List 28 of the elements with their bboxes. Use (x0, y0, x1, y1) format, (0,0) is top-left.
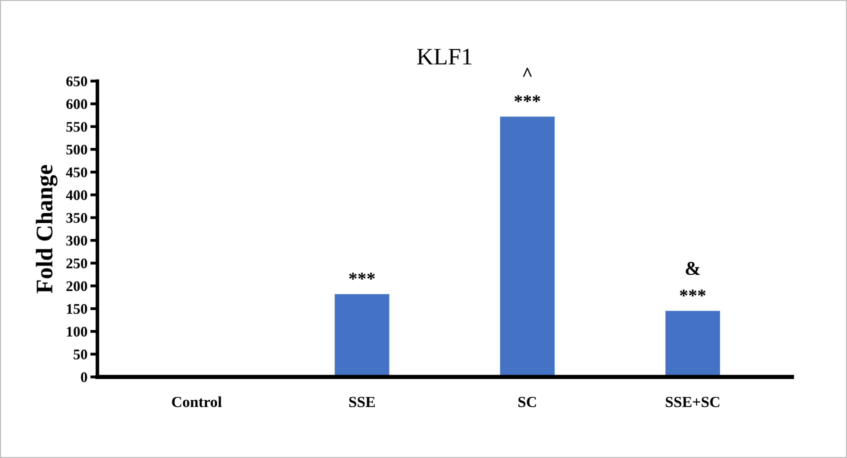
bar (665, 310, 720, 377)
y-tick-label: 400 (66, 190, 88, 200)
annotation: *** (680, 290, 706, 296)
y-tick-label: 250 (66, 258, 88, 268)
chart-title: KLF1 (417, 48, 472, 64)
annotation: *** (349, 272, 375, 280)
bar (334, 294, 390, 377)
annotation: *** (514, 95, 540, 102)
annotation: ^ (522, 68, 532, 77)
y-tick-label: 50 (74, 350, 88, 360)
y-axis-title: Fold Change (36, 164, 58, 294)
y-tick-label: 550 (66, 122, 88, 132)
y-tick-label: 100 (66, 326, 88, 337)
x-tick-label: SC (518, 396, 536, 408)
y-tick-label: 200 (66, 281, 88, 292)
y-tick-label: 350 (66, 212, 88, 223)
x-tick-label: SSE+SC (666, 396, 720, 408)
y-tick-label: 300 (66, 236, 88, 246)
y-tick-label: 600 (66, 99, 88, 110)
x-tick-label: SSE (349, 396, 375, 408)
x-tick-label: Control (172, 396, 222, 408)
y-tick-label: 650 (66, 76, 88, 86)
bar (500, 116, 555, 377)
annotation: & (686, 262, 700, 276)
y-tick-label: 0 (80, 372, 88, 382)
y-tick-label: 150 (66, 304, 88, 314)
y-tick-label: 450 (66, 167, 88, 178)
y-tick-label: 500 (66, 144, 88, 155)
